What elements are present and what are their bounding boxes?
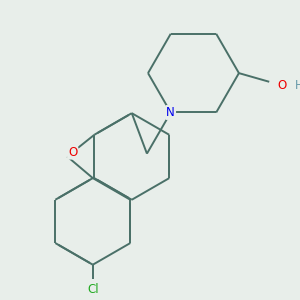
Text: Cl: Cl [87,283,99,296]
Text: H: H [295,79,300,92]
Text: O: O [68,146,77,159]
Text: N: N [167,106,175,119]
Text: O: O [278,79,287,92]
